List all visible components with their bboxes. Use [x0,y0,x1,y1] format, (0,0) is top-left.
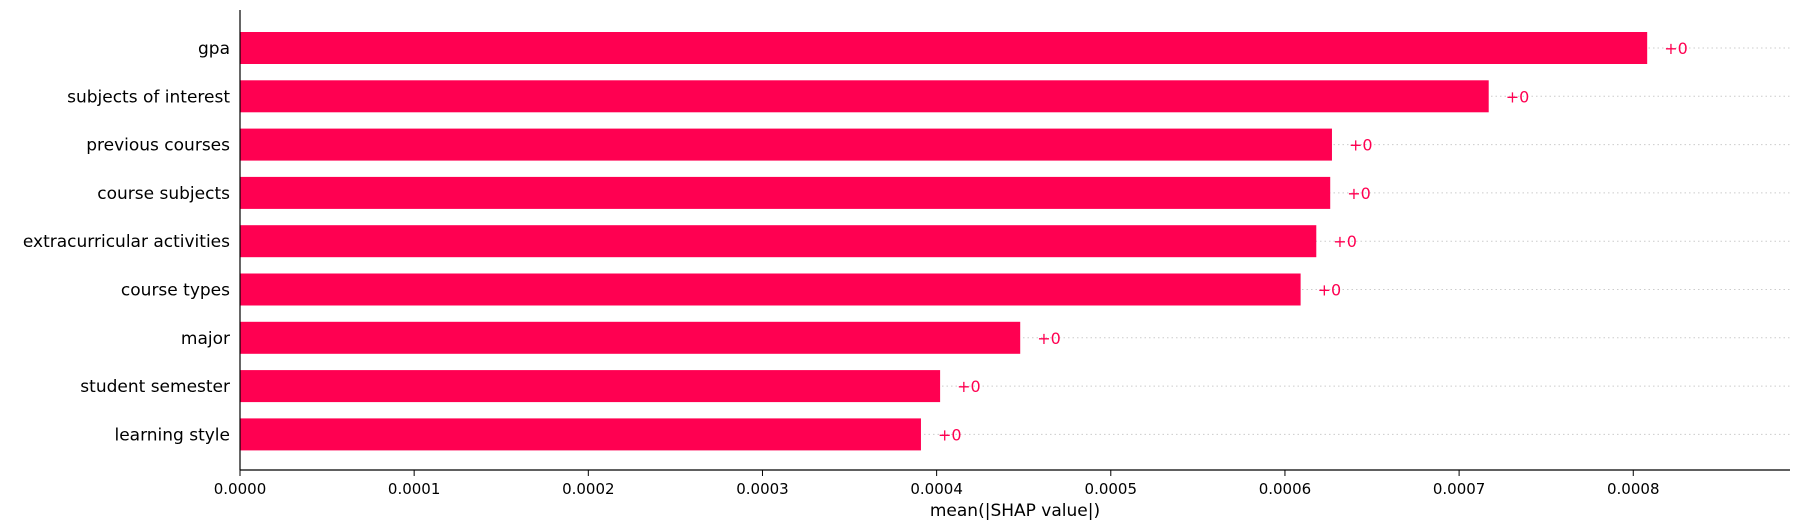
x-ticks: 0.0000 0.0001 0.0002 0.0003 0.0004 0.0005 0.00… [214,470,1660,498]
bar-previous-courses [240,128,1332,161]
x-tick-label: 0.0005 [1085,480,1138,498]
bar-value-label: +0 [1664,39,1688,58]
category-label: previous courses [86,136,230,156]
x-tick-label: 0.0003 [736,480,789,498]
category-label: gpa [198,39,230,59]
bars [240,32,1648,451]
x-tick-label: 0.0000 [214,480,267,498]
x-axis-title: mean(|SHAP value|) [930,501,1100,521]
bar-course-types [240,273,1301,306]
category-label: course subjects [97,184,230,204]
x-tick-label: 0.0004 [910,480,963,498]
bar-student-semester [240,370,941,403]
category-label: student semester [80,377,230,397]
bar-course-subjects [240,176,1331,209]
bar-gpa [240,32,1648,64]
category-label: major [181,329,230,349]
value-labels: +0 +0 +0 +0 +0 +0 +0 +0 +0 [938,39,1688,444]
bar-learning-style [240,418,921,451]
bar-value-label: +0 [938,425,962,444]
x-tick-label: 0.0006 [1259,480,1312,498]
bar-subjects-of-interest [240,80,1489,113]
bar-value-label: +0 [1037,329,1061,348]
bar-value-label: +0 [1333,232,1357,251]
bar-value-label: +0 [1347,184,1371,203]
category-label: extracurricular activities [23,232,230,252]
bar-value-label: +0 [1349,136,1373,155]
x-tick-label: 0.0002 [562,480,615,498]
bar-major [240,321,1021,354]
x-tick-label: 0.0001 [388,480,441,498]
category-label: course types [121,281,230,301]
x-tick-label: 0.0007 [1433,480,1486,498]
category-label: learning style [114,425,230,445]
category-labels: gpa subjects of interest previous courses c… [23,39,230,445]
x-tick-label: 0.0008 [1607,480,1660,498]
bar-value-label: +0 [957,377,981,396]
bar-value-label: +0 [1318,281,1342,300]
bar-extracurricular-activities [240,225,1317,258]
bar-value-label: +0 [1506,87,1530,106]
category-label: subjects of interest [67,87,230,107]
